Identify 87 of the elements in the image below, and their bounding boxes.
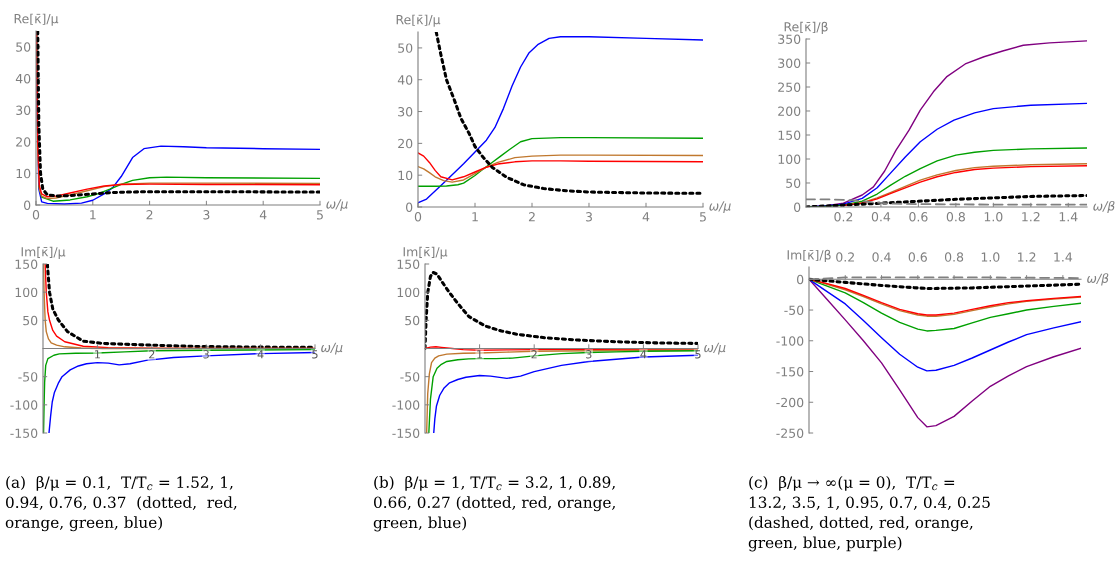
y-tick-label: -150 [10,428,38,438]
y-tick-label: 40 [15,73,31,84]
x-tick-label: 5 [312,350,318,359]
x-tick-label: 1.2 [1022,212,1040,222]
y-tick-label: 0 [24,200,31,210]
y-axis-title: Im[κ̄]/μ [21,246,66,259]
y-tick-label: 30 [16,105,31,116]
y-tick-label: -100 [392,400,420,410]
x-tick-label: 0.4 [871,212,891,222]
y-tick-label: 100 [15,287,38,298]
y-tick-label: -100 [776,336,804,346]
y-tick-label: 150 [397,259,420,269]
y-tick-label: 250 [778,82,801,92]
y-axis-title: Im[κ̄]/β [787,249,831,263]
x-tick-label: 4 [642,212,650,222]
y-tick-label: -50 [784,305,804,315]
y-tick-label: 100 [397,287,420,298]
y-tick-label: 10 [398,170,413,181]
y-tick-label: -100 [10,400,38,410]
x-tick-label: 0.6 [909,212,928,222]
text: (c) β/μ → ∞(μ = 0), T/T$_{c}$ = 13.2, 3.5, 1, 0.95, 0.7, 0.4, 0.25 (dashed, dotted, red, orange, green, blue, purple) [748,476,990,552]
x-tick-label: 2 [149,350,155,359]
x-tick-label: 5 [699,212,706,222]
y-tick-label: -200 [776,397,804,408]
line-series [809,278,1081,372]
y-tick-label: -50 [400,372,420,382]
y-axis-title: Re[κ̄]/μ [396,14,441,27]
x-tick-label: 1 [90,210,96,220]
y-tick-label: 200 [778,106,801,116]
line-series [418,136,703,188]
x-tick-label: 0.8 [944,252,964,262]
y-tick-label: 100 [778,154,801,164]
text: (b) β/μ = 1, T/T$_{c}$ = 3.2, 1, 0.89, 0.66, 0.27 (dotted, red, orange, green, blue) [373,476,615,532]
y-tick-label: 150 [15,259,38,269]
x-tick-label: 1 [477,350,483,359]
x-tick-label: 1.4 [1054,252,1073,262]
y-tick-label: 150 [778,130,801,140]
x-tick-label: 0.2 [834,212,853,222]
x-axis-title: ω/β [1087,273,1109,286]
x-axis-title: ω/β [1093,200,1115,214]
x-tick-label: 2 [146,210,153,220]
x-tick-label: 1.0 [984,212,1003,222]
x-tick-label: 4 [259,210,267,220]
y-tick-label: 50 [398,43,413,53]
y-tick-label: 50 [23,315,38,326]
x-tick-label: 2 [528,212,535,222]
x-tick-label: 3 [585,212,592,222]
line-series [809,278,1081,428]
x-tick-label: 0.6 [908,252,927,262]
line-series [809,277,1081,291]
y-tick-label: -150 [776,366,804,377]
y-tick-label: -250 [776,428,804,438]
y-tick-label: 300 [778,58,801,68]
x-tick-label: 1.2 [1018,252,1036,262]
y-tick-label: 40 [397,75,413,85]
y-tick-label: 50 [786,178,801,188]
x-tick-label: 1 [472,212,478,222]
x-axis-title: ω/μ [326,199,348,212]
x-tick-label: 1.4 [1059,212,1078,222]
x-tick-label: 0.8 [946,212,965,222]
y-tick-label: 10 [16,168,31,179]
y-tick-label: 30 [398,107,413,117]
y-tick-label: 50 [405,315,420,326]
y-tick-label: 0 [406,202,413,212]
x-tick-label: 1 [95,350,100,359]
x-axis-title: ω/μ [704,342,726,355]
y-tick-label: 20 [16,137,31,147]
y-tick-label: 50 [16,42,31,52]
y-axis-title: Re[κ̄]/μ [14,13,59,26]
y-tick-label: 350 [778,34,801,44]
y-axis-title: Re[κ̄]/β [784,21,828,34]
x-tick-label: 1.0 [981,252,1000,262]
y-tick-label: 0 [797,274,804,285]
y-tick-label: 20 [398,138,413,149]
x-tick-label: 5 [316,210,323,220]
x-axis-title: ω/μ [709,201,731,214]
y-tick-label: -150 [392,428,420,438]
y-axis-title: Im[κ̄]/μ [403,246,448,259]
x-tick-label: 0.2 [836,252,854,262]
x-tick-label: 3 [203,210,210,220]
y-tick-label: 0 [794,202,801,212]
x-axis-title: ω/μ [321,342,343,355]
y-tick-label: -50 [18,372,38,382]
x-tick-label: 0.4 [872,252,891,262]
line-series [38,176,320,202]
x-tick-label: 5 [695,350,701,359]
text: (a) β/μ = 0.1, T/T$_{c}$ = 1.52, 1, 0.94, 0.76, 0.37 (dotted, red, orange, green, blue) [5,476,237,532]
